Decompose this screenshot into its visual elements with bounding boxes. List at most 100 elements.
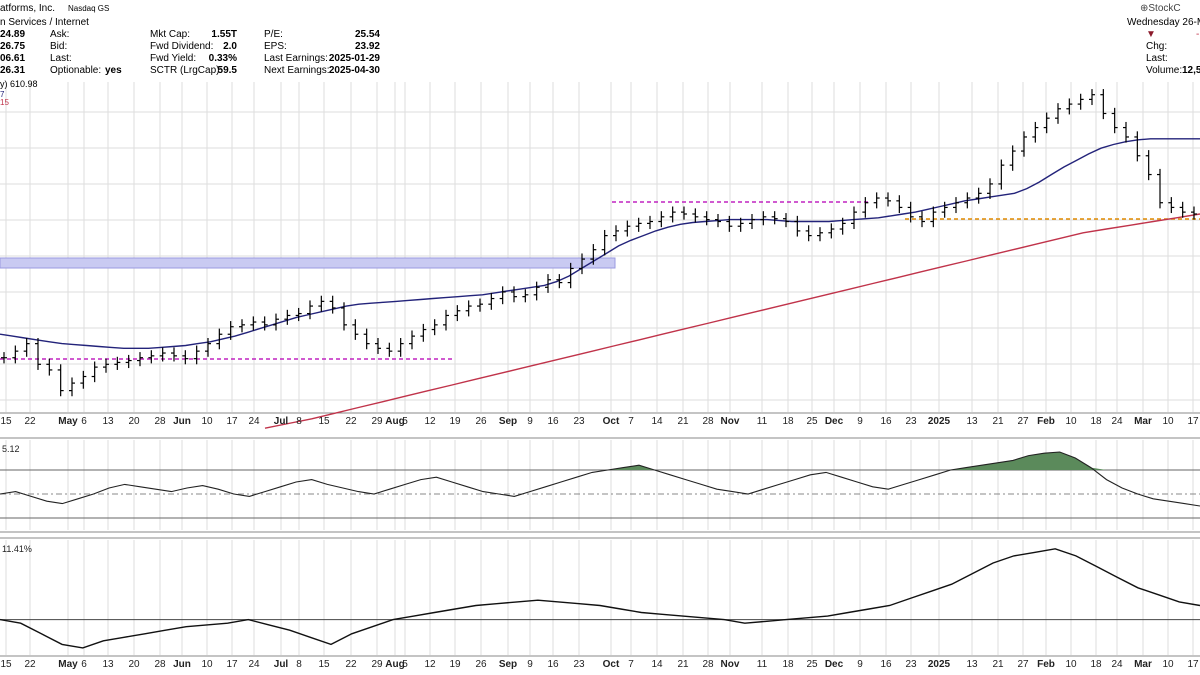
x-tick-label: 22 xyxy=(345,416,357,427)
x-tick-label: 15 xyxy=(0,416,12,427)
pct-label: 11.41% xyxy=(2,544,32,554)
x-tick-label: 18 xyxy=(1090,416,1102,427)
last-label-right: Last: xyxy=(1146,53,1168,64)
x-tick-label: 10 xyxy=(1065,416,1077,427)
x-tick-label: Dec xyxy=(825,416,844,427)
x-tick-label: 9 xyxy=(857,416,863,427)
x-tick-label: 10 xyxy=(1162,416,1174,427)
x-tick-label-bottom: 27 xyxy=(1017,659,1029,670)
rsi-overbought-fill xyxy=(0,452,1200,470)
fwd-dividend-label: Fwd Dividend: xyxy=(150,41,214,52)
last-earnings-label: Last Earnings: xyxy=(264,53,328,64)
x-tick-label-bottom: 10 xyxy=(1065,659,1077,670)
x-tick-label: 16 xyxy=(547,416,559,427)
x-tick-label-bottom: 19 xyxy=(449,659,461,670)
ma-short-line xyxy=(0,138,1200,349)
x-tick-label-bottom: 28 xyxy=(702,659,714,670)
x-tick-label-bottom: 16 xyxy=(880,659,892,670)
chg-label: Chg: xyxy=(1146,41,1168,52)
optionable-label: Optionable: xyxy=(50,65,102,76)
rsi-line xyxy=(0,451,1200,507)
x-tick-label-bottom: 13 xyxy=(102,659,114,670)
x-tick-label-bottom: 9 xyxy=(527,659,533,670)
x-tick-label-bottom: 17 xyxy=(226,659,238,670)
price-legend: y) 610.98 xyxy=(0,79,38,89)
sctr-value: 59.5 xyxy=(217,65,237,76)
x-tick-label: 22 xyxy=(24,416,36,427)
x-tick-label: 14 xyxy=(651,416,663,427)
x-tick-label: 13 xyxy=(966,416,978,427)
x-tick-label-bottom: 26 xyxy=(475,659,487,670)
next-earnings-value: 2025-04-30 xyxy=(328,65,380,76)
x-tick-label-bottom: Sep xyxy=(499,659,517,670)
x-tick-label-bottom: 29 xyxy=(371,659,383,670)
pe-value: 25.54 xyxy=(354,29,380,40)
volume-value: 12,5 xyxy=(1182,65,1200,76)
x-tick-label-bottom: Mar xyxy=(1134,659,1152,670)
x-tick-label: 2025 xyxy=(928,416,951,427)
date-label: Wednesday 26-M xyxy=(1127,17,1200,28)
x-tick-label-bottom: 10 xyxy=(201,659,213,670)
mktcap-label: Mkt Cap: xyxy=(150,29,191,40)
company-name: atforms, Inc. xyxy=(0,3,56,14)
x-tick-label-bottom: Aug xyxy=(385,659,404,670)
x-tick-label: 23 xyxy=(905,416,917,427)
x-tick-label-bottom: 23 xyxy=(573,659,585,670)
x-tick-label-bottom: 10 xyxy=(1162,659,1174,670)
x-tick-label: Sep xyxy=(499,416,517,427)
x-tick-label: 18 xyxy=(782,416,794,427)
x-tick-label: 25 xyxy=(806,416,818,427)
x-tick-label: Oct xyxy=(603,416,620,427)
optionable-value: yes xyxy=(105,65,122,76)
x-tick-label-bottom: 16 xyxy=(547,659,559,670)
x-tick-label: Mar xyxy=(1134,416,1152,427)
x-tick-label-bottom: 14 xyxy=(651,659,663,670)
x-tick-label-bottom: 18 xyxy=(782,659,794,670)
last-value: 06.61 xyxy=(0,53,26,64)
eps-value: 23.92 xyxy=(354,41,380,52)
x-tick-label: 13 xyxy=(102,416,114,427)
fwd-yield-label: Fwd Yield: xyxy=(150,53,197,64)
x-tick-label-bottom: 15 xyxy=(0,659,12,670)
next-earnings-label: Next Earnings: xyxy=(264,65,330,76)
x-tick-label: 28 xyxy=(702,416,714,427)
x-tick-label: 7 xyxy=(628,416,634,427)
exchange-label: Nasdaq GS xyxy=(68,4,110,13)
x-tick-label: 10 xyxy=(201,416,213,427)
x-tick-label-bottom: Feb xyxy=(1037,659,1055,670)
x-tick-label-bottom: 24 xyxy=(248,659,260,670)
pct-line xyxy=(0,548,1200,649)
x-tick-label-bottom: 18 xyxy=(1090,659,1102,670)
x-tick-label: May xyxy=(58,416,78,427)
fwd-dividend-value: 2.0 xyxy=(223,41,237,52)
mktcap-value: 1.55T xyxy=(211,29,237,40)
x-tick-label-bottom: 17 xyxy=(1187,659,1199,670)
eps-label: EPS: xyxy=(264,41,287,52)
x-tick-label-bottom: 28 xyxy=(154,659,166,670)
x-tick-label: Feb xyxy=(1037,416,1055,427)
down-triangle-icon: ▼ xyxy=(1146,29,1156,40)
x-tick-label-bottom: 6 xyxy=(81,659,87,670)
fwd-yield-value: 0.33% xyxy=(208,53,237,64)
x-tick-label: 27 xyxy=(1017,416,1029,427)
x-tick-label: Jul xyxy=(274,416,289,427)
x-tick-label: Nov xyxy=(721,416,740,427)
resistance-band xyxy=(0,257,616,269)
bid-value: 26.75 xyxy=(0,41,26,52)
x-tick-label-bottom: 20 xyxy=(128,659,140,670)
x-tick-label-bottom: 21 xyxy=(677,659,689,670)
change-dash-icon: - xyxy=(1196,29,1200,40)
x-tick-label-bottom: 9 xyxy=(857,659,863,670)
last-earnings-value: 2025-01-29 xyxy=(328,53,380,64)
x-tick-label-bottom: 22 xyxy=(345,659,357,670)
x-tick-label-bottom: 5 xyxy=(402,659,408,670)
x-tick-label-bottom: 15 xyxy=(318,659,330,670)
x-tick-label-bottom: 11 xyxy=(757,659,768,670)
x-tick-label-bottom: Oct xyxy=(603,659,620,670)
rsi-label: 5.12 xyxy=(2,444,20,454)
ask-label: Ask: xyxy=(50,29,70,40)
x-tick-label: 19 xyxy=(449,416,461,427)
x-tick-label-bottom: 24 xyxy=(1111,659,1123,670)
x-tick-label: 20 xyxy=(128,416,140,427)
x-tick-label: 9 xyxy=(527,416,533,427)
